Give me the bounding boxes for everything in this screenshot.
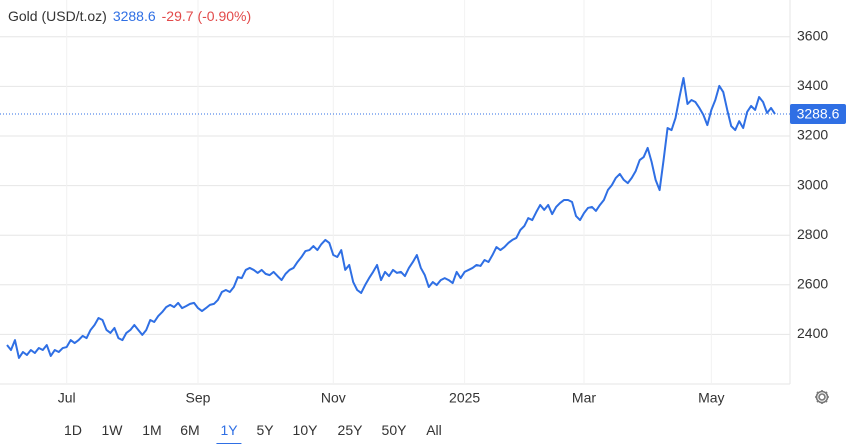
price-change: -29.7 (-0.90%) xyxy=(161,8,252,24)
x-tick-label: Sep xyxy=(186,390,211,406)
last-price: 3288.6 xyxy=(112,8,156,24)
range-button[interactable]: 10Y xyxy=(292,422,318,438)
range-button[interactable]: 1W xyxy=(101,422,123,438)
range-button[interactable]: 25Y xyxy=(337,422,363,438)
x-tick-label: Jul xyxy=(58,390,76,406)
range-button[interactable]: 6M xyxy=(180,422,200,438)
range-button[interactable]: 1Y xyxy=(216,422,242,444)
x-tick-label: 2025 xyxy=(449,390,480,406)
y-tick-label: 2800 xyxy=(797,226,828,242)
range-button[interactable]: 5Y xyxy=(256,422,274,438)
range-button[interactable]: 50Y xyxy=(381,422,407,438)
header: Gold (USD/t.oz) 3288.6 -29.7 (-0.90%) xyxy=(8,8,257,24)
settings-icon[interactable] xyxy=(815,390,829,404)
x-tick-label: Nov xyxy=(321,390,346,406)
instrument-title: Gold (USD/t.oz) xyxy=(8,8,107,24)
last-price-tag xyxy=(790,104,846,125)
y-tick-label: 2400 xyxy=(797,325,828,341)
price-line xyxy=(6,76,776,359)
y-tick-label: 3600 xyxy=(797,28,828,44)
range-button[interactable]: All xyxy=(426,422,442,438)
y-tick-label: 3400 xyxy=(797,77,828,93)
y-tick-label: 2600 xyxy=(797,276,828,292)
range-button[interactable]: 1M xyxy=(142,422,162,438)
x-tick-label: Mar xyxy=(572,390,596,406)
last-price-tag-label: 3288.6 xyxy=(797,106,840,122)
range-button[interactable]: 1D xyxy=(64,422,82,438)
y-tick-label: 3200 xyxy=(797,127,828,143)
y-tick-label: 3000 xyxy=(797,176,828,192)
x-tick-label: May xyxy=(698,390,724,406)
